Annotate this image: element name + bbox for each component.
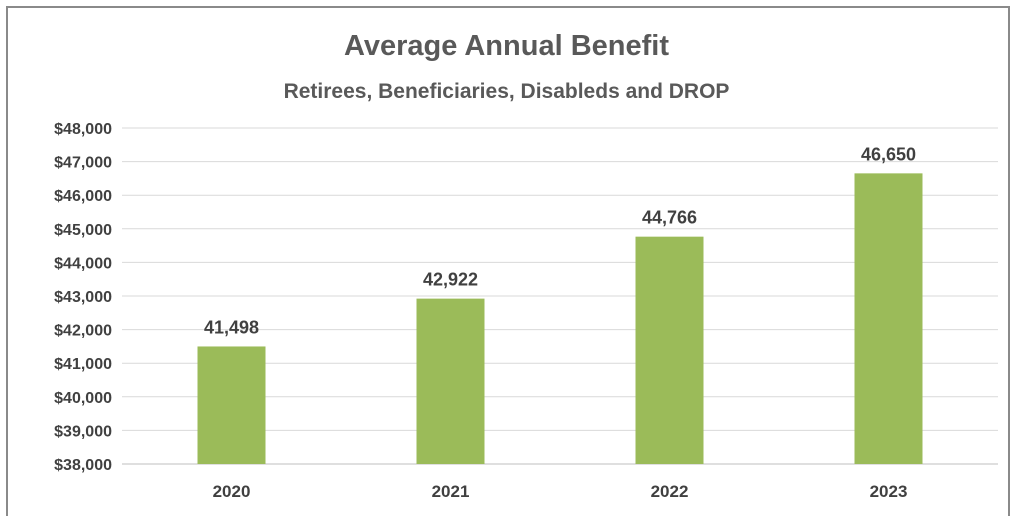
x-axis-labels: 2020 2021 2022 2023 xyxy=(213,482,908,501)
y-tick-label: $48,000 xyxy=(54,121,112,138)
data-labels: 41,498 42,922 44,766 46,650 xyxy=(204,144,916,337)
data-label-2020: 41,498 xyxy=(204,317,259,337)
y-tick-label: $46,000 xyxy=(54,188,112,205)
y-tick-label: $38,000 xyxy=(54,457,112,474)
data-label-2022: 44,766 xyxy=(642,208,697,228)
y-tick-label: $42,000 xyxy=(54,323,112,340)
bar-2023 xyxy=(854,173,923,465)
y-axis-labels: $38,000 $39,000 $40,000 $41,000 $42,000 $43,0… xyxy=(54,121,112,474)
x-tick-label-2020: 2020 xyxy=(213,482,251,501)
chart-subtitle: Retirees, Beneficiaries, Disableds and D… xyxy=(283,80,730,103)
y-tick-label: $44,000 xyxy=(54,255,112,272)
y-tick-label: $47,000 xyxy=(54,155,112,172)
bars xyxy=(197,173,923,465)
data-label-2021: 42,922 xyxy=(423,270,478,290)
bar-2021 xyxy=(416,298,485,464)
bar-2020 xyxy=(197,346,266,464)
y-tick-label: $39,000 xyxy=(54,423,112,440)
data-label-2023: 46,650 xyxy=(861,144,916,164)
y-tick-label: $40,000 xyxy=(54,390,112,407)
x-tick-label-2023: 2023 xyxy=(870,482,908,501)
gridlines xyxy=(122,127,998,465)
x-tick-label-2021: 2021 xyxy=(432,482,470,501)
chart-title: Average Annual Benefit xyxy=(344,30,669,62)
chart-frame xyxy=(6,6,1010,516)
y-tick-label: $43,000 xyxy=(54,289,112,306)
y-tick-label: $45,000 xyxy=(54,222,112,239)
y-tick-label: $41,000 xyxy=(54,356,112,373)
x-tick-label-2022: 2022 xyxy=(651,482,689,501)
bar-2022 xyxy=(635,236,704,464)
